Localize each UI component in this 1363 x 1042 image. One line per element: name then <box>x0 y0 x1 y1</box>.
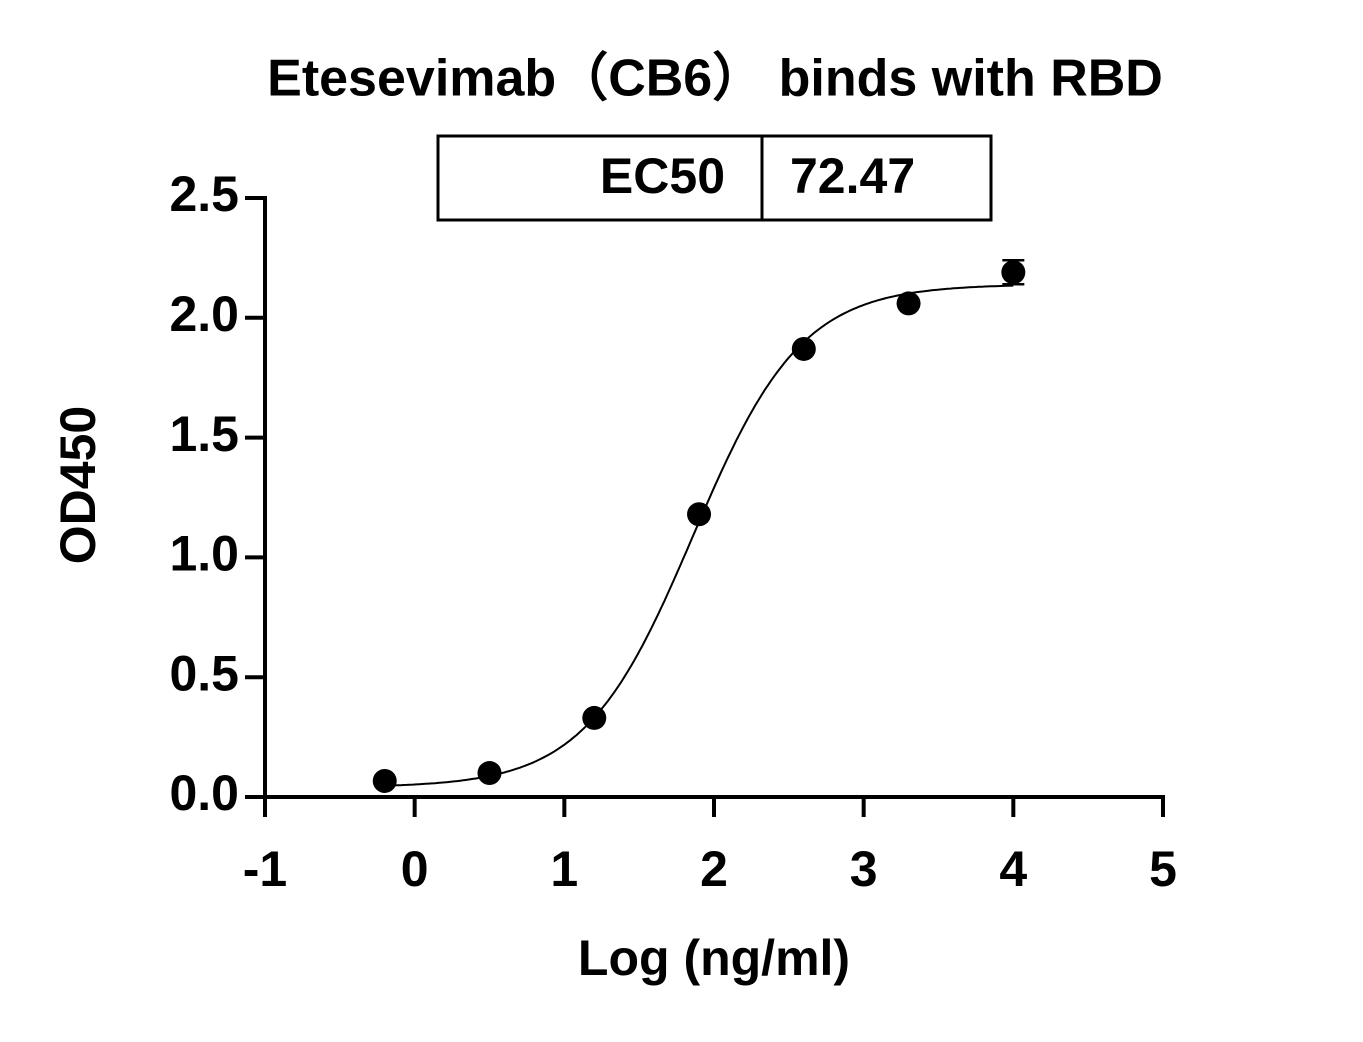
fit-curve <box>384 284 1014 787</box>
ec50-table <box>436 134 993 222</box>
x-tick-label: -1 <box>243 841 287 897</box>
data-point <box>1001 260 1026 285</box>
y-tick-label: 2.5 <box>169 166 239 222</box>
x-tick-label: 2 <box>700 841 728 897</box>
data-point <box>582 705 607 730</box>
chart-title: Etesevimab（CB6） binds with RBD <box>267 50 1163 108</box>
x-tick-label: 0 <box>401 841 429 897</box>
x-tick-label: 3 <box>850 841 878 897</box>
y-tick-label: 2.0 <box>169 286 239 342</box>
data-point <box>791 336 816 361</box>
y-axis-label: OD450 <box>50 406 106 564</box>
x-tick-label: 4 <box>999 841 1027 897</box>
x-axis-label: Log (ng/ml) <box>578 930 850 986</box>
y-tick-label: 0.0 <box>169 765 239 821</box>
data-point <box>372 768 397 793</box>
y-tick-label: 1.5 <box>169 406 239 462</box>
data-point <box>687 502 712 527</box>
y-tick-label: 0.5 <box>169 645 239 701</box>
data-point <box>477 761 502 786</box>
ec50-value: 72.47 <box>790 148 915 204</box>
x-tick-label: 1 <box>550 841 578 897</box>
x-tick-label: 5 <box>1149 841 1177 897</box>
ec50-label: EC50 <box>600 148 725 204</box>
y-tick-label: 1.0 <box>169 526 239 582</box>
data-point <box>896 291 921 316</box>
